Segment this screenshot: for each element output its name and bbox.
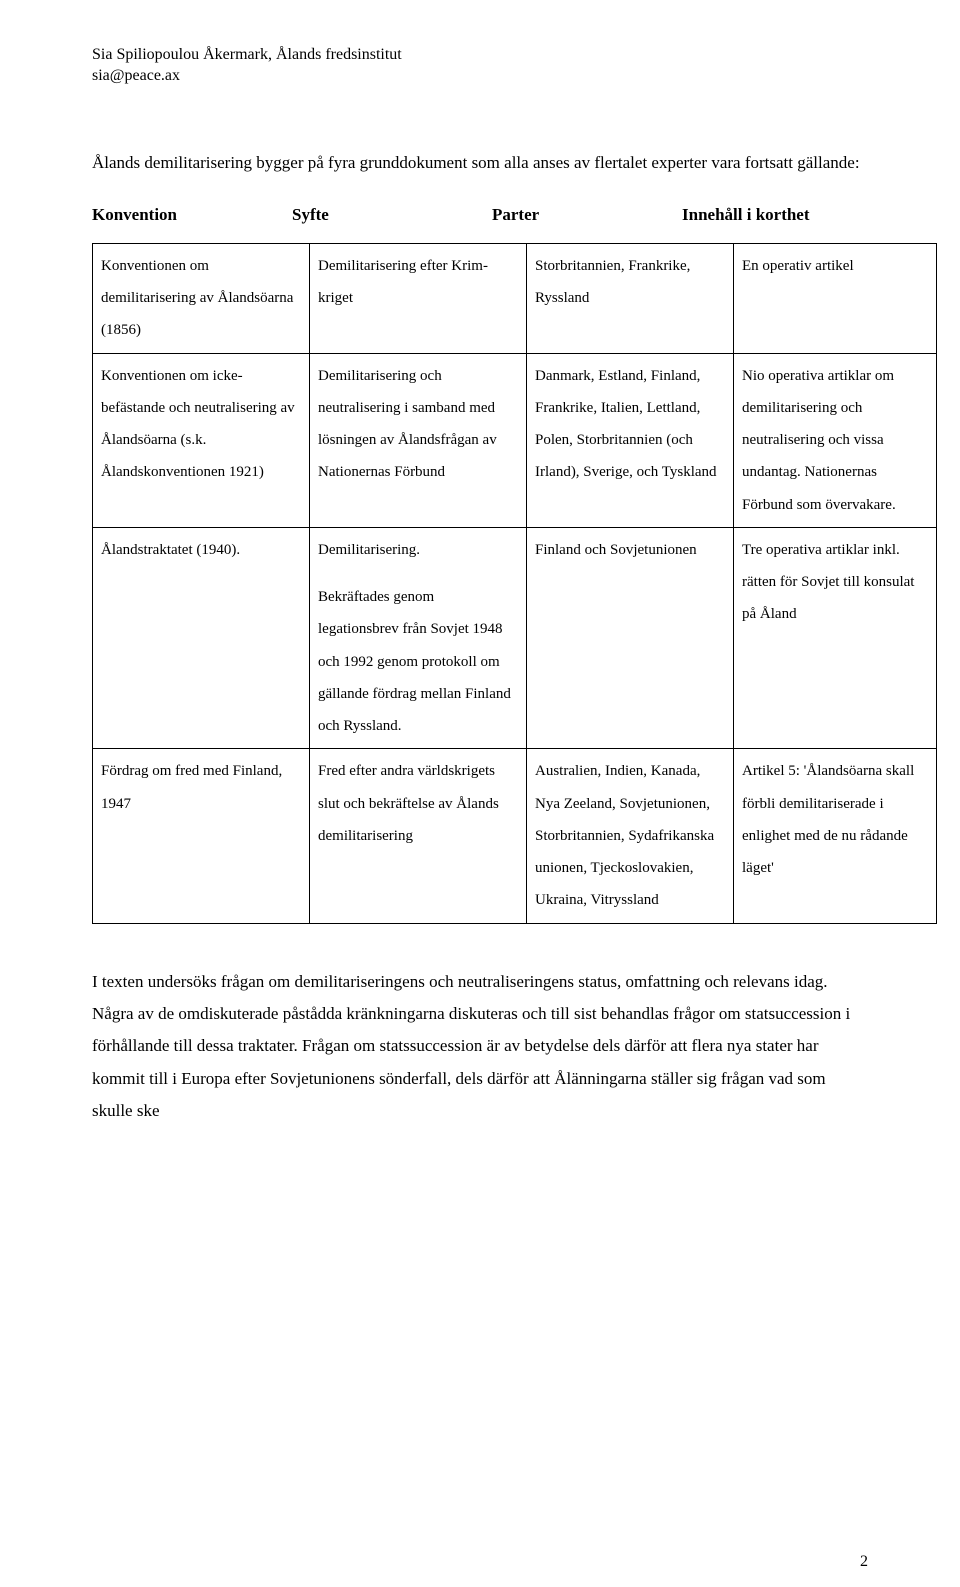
- cell-syfte: Demilitarisering efter Krim-kriget: [310, 243, 527, 353]
- cell-syfte: Demilitarisering och neutralisering i sa…: [310, 353, 527, 527]
- th-innehall: Innehåll i korthet: [682, 205, 868, 225]
- th-konvention: Konvention: [92, 205, 292, 225]
- table-row: Ålandstraktatet (1940). Demilitarisering…: [93, 527, 937, 749]
- author-line: Sia Spiliopoulou Åkermark, Ålands fredsi…: [92, 45, 868, 66]
- cell-parter: Australien, Indien, Kanada, Nya Zeeland,…: [527, 749, 734, 923]
- table-head-row: Konvention Syfte Parter Innehåll i korth…: [92, 205, 868, 225]
- cell-parter: Storbritannien, Frankrike, Ryssland: [527, 243, 734, 353]
- cell-konvention: Konventionen om icke-befästande och neut…: [93, 353, 310, 527]
- cell-innehall: Tre operativa artiklar inkl. rätten för …: [734, 527, 937, 749]
- cell-konvention: Ålandstraktatet (1940).: [93, 527, 310, 749]
- th-parter: Parter: [492, 205, 682, 225]
- intro-paragraph: Ålands demilitarisering bygger på fyra g…: [92, 147, 868, 179]
- table-row: Konventionen om demilitarisering av Ålan…: [93, 243, 937, 353]
- closing-paragraph: I texten undersöks frågan om demilitaris…: [92, 966, 868, 1127]
- cell-innehall: Artikel 5: 'Ålandsöarna skall förbli dem…: [734, 749, 937, 923]
- cell-parter: Finland och Sovjetunionen: [527, 527, 734, 749]
- cell-syfte: Fred efter andra världskrigets slut och …: [310, 749, 527, 923]
- document-page: Sia Spiliopoulou Åkermark, Ålands fredsi…: [0, 0, 960, 1587]
- th-syfte: Syfte: [292, 205, 492, 225]
- page-header: Sia Spiliopoulou Åkermark, Ålands fredsi…: [92, 45, 868, 87]
- cell-konvention: Konventionen om demilitarisering av Ålan…: [93, 243, 310, 353]
- page-number: 2: [860, 1553, 868, 1571]
- table-row: Konventionen om icke-befästande och neut…: [93, 353, 937, 527]
- email-line: sia@peace.ax: [92, 66, 868, 87]
- cell-innehall: Nio operativa artiklar om demilitariseri…: [734, 353, 937, 527]
- cell-konvention: Fördrag om fred med Finland, 1947: [93, 749, 310, 923]
- conventions-table: Konventionen om demilitarisering av Ålan…: [92, 243, 937, 924]
- cell-syfte: Demilitarisering.Bekräftades genom legat…: [310, 527, 527, 749]
- cell-innehall: En operativ artikel: [734, 243, 937, 353]
- table-row: Fördrag om fred med Finland, 1947 Fred e…: [93, 749, 937, 923]
- cell-parter: Danmark, Estland, Finland, Frankrike, It…: [527, 353, 734, 527]
